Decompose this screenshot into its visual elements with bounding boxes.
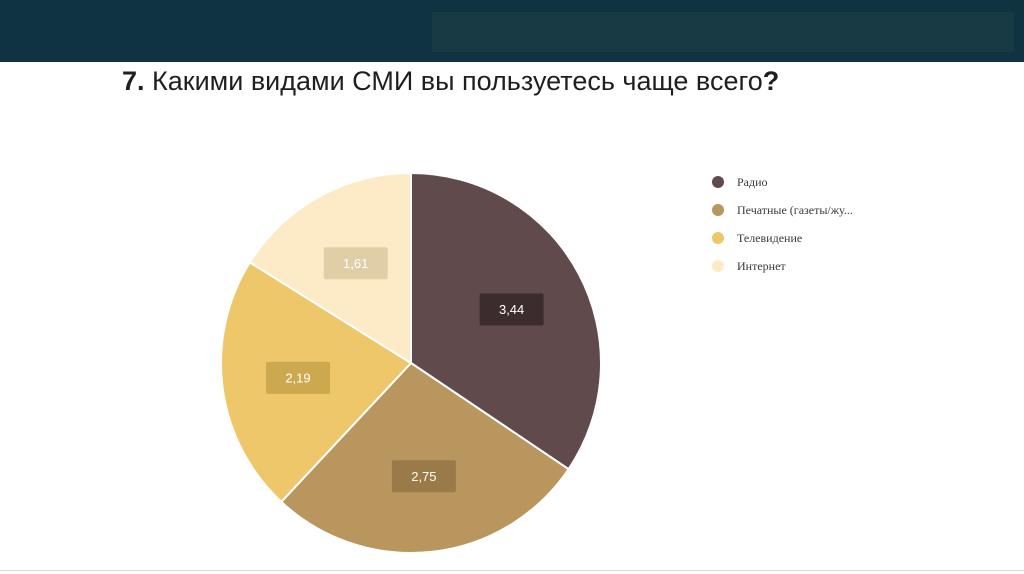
top-banner [0, 0, 1024, 62]
data-label-box [323, 247, 388, 280]
data-label-2: 2,75 [391, 460, 456, 493]
bottom-divider [0, 570, 1024, 571]
data-label-3: 2,19 [265, 361, 330, 394]
legend-swatch [712, 260, 724, 272]
legend-label: Радио [737, 174, 768, 189]
data-label-text: 1,61 [343, 256, 368, 271]
legend-swatch [712, 204, 724, 216]
page-title: 7. Какими видами СМИ вы пользуетесь чаще… [122, 66, 779, 97]
legend-swatch [712, 232, 724, 244]
legend-item-1: Радио [712, 168, 853, 196]
chart-legend: Радио Печатные (газеты/жу... Телевидение Ин… [712, 168, 853, 280]
legend-label: Телевидение [737, 230, 803, 245]
data-label-1: 3,44 [479, 293, 544, 326]
data-label-text: 2,75 [411, 469, 436, 484]
data-label-box [391, 460, 456, 493]
data-label-box [479, 293, 544, 326]
data-label-text: 2,19 [285, 370, 310, 385]
legend-item-4: Интернет [712, 252, 853, 280]
top-banner-panel [432, 12, 1014, 52]
legend-label: Интернет [737, 258, 786, 273]
title-text: Какими видами СМИ вы пользуетесь чаще вс… [144, 66, 763, 96]
legend-item-3: Телевидение [712, 224, 853, 252]
pie-slice-2 [279, 361, 570, 554]
data-label-box [265, 361, 330, 394]
legend-swatch [712, 176, 724, 188]
data-label-4: 1,61 [323, 247, 388, 280]
title-number: 7. [122, 66, 145, 96]
title-question-mark: ? [762, 66, 780, 96]
data-label-text: 3,44 [499, 302, 524, 317]
legend-label: Печатные (газеты/жу... [737, 202, 853, 217]
legend-item-2: Печатные (газеты/жу... [712, 196, 853, 224]
